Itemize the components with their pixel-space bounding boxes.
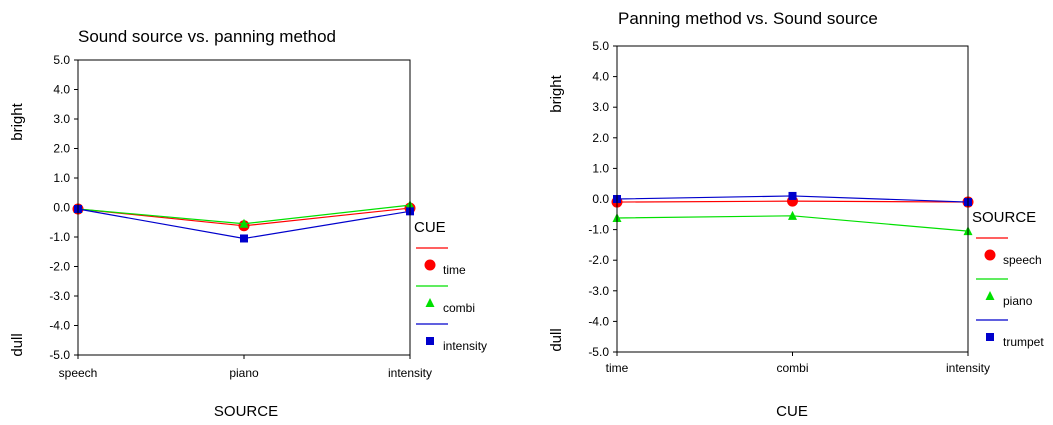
y-label-bright: bright	[9, 102, 26, 140]
data-point-piano	[788, 210, 797, 220]
y-tick-label: 2.0	[592, 131, 609, 145]
y-tick-label: -3.0	[49, 289, 70, 303]
y-tick-label: 3.0	[592, 100, 609, 114]
y-tick-label: 1.0	[53, 171, 70, 185]
chart-sound-source-vs-panning: Sound source vs. panning method bright d…	[9, 27, 487, 420]
legend-title: CUE	[414, 219, 446, 236]
chart-title: Panning method vs. Sound source	[618, 9, 878, 28]
data-point-trumpet	[788, 191, 797, 200]
x-tick-label: piano	[229, 366, 259, 380]
ticks-group: 5.0 4.0 3.0 2.0 1.0 0.0 -1.0 -2.0 -3.0 -4.0 -5.0 ti…	[588, 39, 990, 375]
y-tick-label: -2.0	[588, 253, 609, 267]
y-tick-label: -1.0	[49, 230, 70, 244]
legend-label-speech: speech	[1003, 253, 1042, 267]
y-tick-label: -1.0	[588, 223, 609, 237]
x-axis-label: SOURCE	[214, 403, 278, 420]
y-tick-label: 5.0	[592, 39, 609, 53]
data-point-combi	[239, 218, 249, 228]
legend-label-piano: piano	[1003, 294, 1033, 308]
legend-marker-intensity	[426, 337, 434, 345]
y-tick-label: -3.0	[588, 284, 609, 298]
y-tick-label: -4.0	[588, 314, 609, 328]
chart-panning-vs-sound-source: Panning method vs. Sound source bright d…	[548, 9, 1044, 420]
legend-marker-piano	[985, 291, 995, 300]
y-tick-label: -5.0	[588, 345, 609, 359]
y-tick-label: 0.0	[592, 192, 609, 206]
legend: time combi intensity	[416, 247, 487, 353]
y-label-dull: dull	[548, 328, 565, 351]
y-tick-label: 5.0	[53, 53, 70, 67]
x-tick-label: speech	[59, 366, 98, 380]
y-tick-label: 1.0	[592, 161, 609, 175]
x-tick-label: time	[606, 361, 629, 375]
y-tick-label: -4.0	[49, 319, 70, 333]
plot-frame	[616, 45, 969, 353]
series-lines	[611, 191, 974, 236]
y-tick-label: 4.0	[592, 70, 609, 84]
y-tick-label: 2.0	[53, 142, 70, 156]
x-tick-label: intensity	[946, 361, 990, 375]
legend-label-combi: combi	[443, 301, 475, 315]
legend-label-time: time	[443, 263, 466, 277]
x-tick-label: combi	[776, 361, 808, 375]
data-point-intensity	[240, 234, 248, 243]
ticks-group: 5.0 4.0 3.0 2.0 1.0 0.0 -1.0 -2.0 -3.0 -4.0 -5.0 sp…	[49, 53, 432, 380]
y-tick-label: -2.0	[49, 260, 70, 274]
y-tick-label: 3.0	[53, 112, 70, 126]
legend-title: SOURCE	[972, 209, 1036, 226]
series-lines	[72, 200, 416, 243]
legend-marker-time	[424, 259, 436, 271]
x-axis-label: CUE	[776, 403, 808, 420]
y-label-bright: bright	[548, 74, 565, 112]
x-tick-label: intensity	[388, 366, 432, 380]
legend: speech piano trumpet	[976, 237, 1044, 349]
y-tick-label: -5.0	[49, 348, 70, 362]
legend-marker-combi	[425, 298, 435, 307]
legend-label-trumpet: trumpet	[1003, 335, 1044, 349]
legend-marker-speech	[984, 249, 996, 261]
y-label-dull: dull	[9, 333, 26, 356]
y-tick-label: 0.0	[53, 201, 70, 215]
chart-title: Sound source vs. panning method	[78, 27, 336, 46]
legend-marker-trumpet	[986, 333, 994, 341]
legend-label-intensity: intensity	[443, 339, 487, 353]
y-tick-label: 4.0	[53, 83, 70, 97]
plot-frame	[77, 59, 411, 356]
